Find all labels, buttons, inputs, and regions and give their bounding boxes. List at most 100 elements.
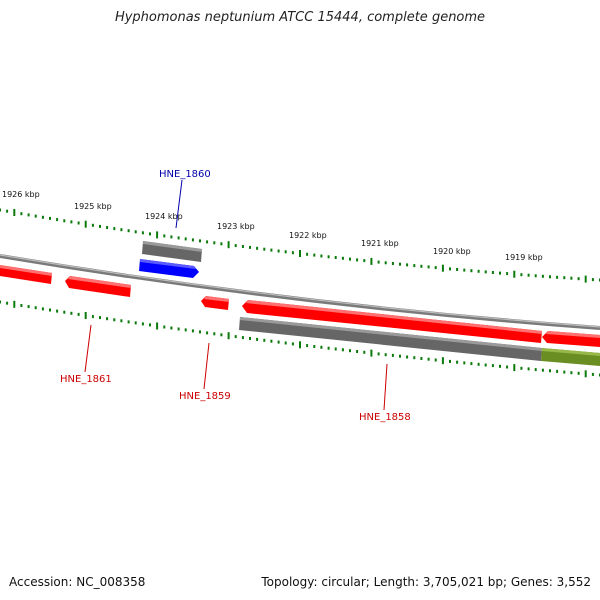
minor-tick xyxy=(0,300,1,304)
minor-tick xyxy=(220,242,223,246)
minor-tick xyxy=(49,308,51,312)
major-tick xyxy=(584,275,587,283)
minor-tick xyxy=(591,278,594,282)
minor-tick xyxy=(427,265,430,269)
minor-tick xyxy=(577,371,580,375)
minor-tick xyxy=(20,304,23,307)
minor-tick xyxy=(549,369,551,373)
feature-gray-upper[interactable] xyxy=(142,241,202,262)
minor-tick xyxy=(113,227,116,231)
minor-tick xyxy=(20,212,23,216)
minor-tick xyxy=(327,346,330,350)
minor-tick xyxy=(49,216,51,220)
major-tick xyxy=(513,364,516,372)
genome-backbone xyxy=(0,254,600,330)
minor-tick xyxy=(199,239,201,243)
minor-tick xyxy=(356,258,359,262)
tick-label-1926: 1926 kbp xyxy=(2,190,40,199)
minor-tick xyxy=(470,362,473,366)
feature-gray-lower[interactable] xyxy=(239,317,542,361)
minor-tick xyxy=(141,322,144,326)
tick-labels: 1926 kbp 1925 kbp 1924 kbp 1923 kbp 1922… xyxy=(2,190,543,262)
major-tick xyxy=(299,250,301,257)
minor-tick xyxy=(77,312,80,316)
minor-tick xyxy=(356,350,359,353)
minor-tick xyxy=(291,251,294,255)
accession-text: Accession: NC_008358 xyxy=(9,575,146,589)
minor-tick xyxy=(499,364,501,368)
minor-tick xyxy=(463,268,466,272)
minor-tick xyxy=(556,275,559,279)
minor-tick xyxy=(41,215,44,219)
minor-tick xyxy=(184,237,187,241)
minor-tick xyxy=(484,270,487,274)
label-hne-1859: HNE_1859 xyxy=(179,391,231,402)
minor-tick xyxy=(349,349,351,353)
minor-tick xyxy=(377,352,380,356)
minor-tick xyxy=(363,259,366,263)
minor-tick xyxy=(484,363,487,367)
minor-tick xyxy=(413,356,416,360)
label-hne-1858: HNE_1858 xyxy=(359,412,411,423)
minor-tick xyxy=(327,255,330,259)
minor-tick xyxy=(70,220,73,224)
minor-tick xyxy=(113,318,116,322)
minor-tick xyxy=(263,338,266,342)
minor-tick xyxy=(391,262,394,265)
minor-tick xyxy=(27,213,30,217)
minor-tick xyxy=(491,271,494,274)
minor-tick xyxy=(241,336,244,340)
minor-tick xyxy=(234,335,237,339)
minor-tick xyxy=(313,345,316,348)
topology-text: Topology: circular; Length: 3,705,021 bp… xyxy=(261,575,591,589)
gene-hne-1861[interactable] xyxy=(65,276,131,297)
minor-tick xyxy=(277,340,280,344)
minor-tick xyxy=(170,235,173,239)
minor-tick xyxy=(284,250,287,254)
minor-tick xyxy=(527,273,530,277)
minor-tick xyxy=(420,357,423,360)
minor-tick xyxy=(413,264,416,268)
gene-hne-1858[interactable] xyxy=(242,300,542,343)
minor-tick xyxy=(520,366,523,370)
minor-tick xyxy=(149,232,151,236)
minor-tick xyxy=(420,264,423,268)
minor-tick xyxy=(163,234,166,238)
minor-tick xyxy=(384,261,387,265)
minor-tick xyxy=(170,326,173,330)
major-tick xyxy=(13,209,16,216)
major-tick xyxy=(370,257,373,265)
minor-tick xyxy=(341,348,344,352)
minor-tick xyxy=(149,323,151,327)
minor-tick xyxy=(127,229,130,233)
minor-tick xyxy=(127,320,130,324)
minor-tick xyxy=(56,218,59,222)
leader-hne-1860 xyxy=(175,179,183,229)
minor-tick xyxy=(91,315,94,319)
minor-tick xyxy=(549,275,551,279)
minor-tick xyxy=(527,367,530,371)
minor-tick xyxy=(63,219,66,223)
minor-tick xyxy=(256,337,259,341)
minor-tick xyxy=(270,339,273,343)
major-tick xyxy=(441,357,444,365)
tick-label-1923: 1923 kbp xyxy=(217,222,255,231)
minor-tick xyxy=(120,228,123,232)
minor-tick xyxy=(499,271,501,275)
major-tick xyxy=(441,264,444,272)
minor-tick xyxy=(470,269,473,273)
minor-tick xyxy=(249,337,251,340)
inner-tick-track xyxy=(0,300,600,378)
minor-tick xyxy=(399,354,401,358)
minor-tick xyxy=(341,256,344,260)
minor-tick xyxy=(384,353,387,357)
minor-tick xyxy=(270,248,273,252)
minor-tick xyxy=(6,301,9,305)
minor-tick xyxy=(77,221,80,225)
label-hne-1861: HNE_1861 xyxy=(60,374,112,385)
minor-tick xyxy=(541,274,544,278)
minor-tick xyxy=(134,321,137,325)
minor-tick xyxy=(399,262,401,266)
minor-tick xyxy=(63,310,66,314)
